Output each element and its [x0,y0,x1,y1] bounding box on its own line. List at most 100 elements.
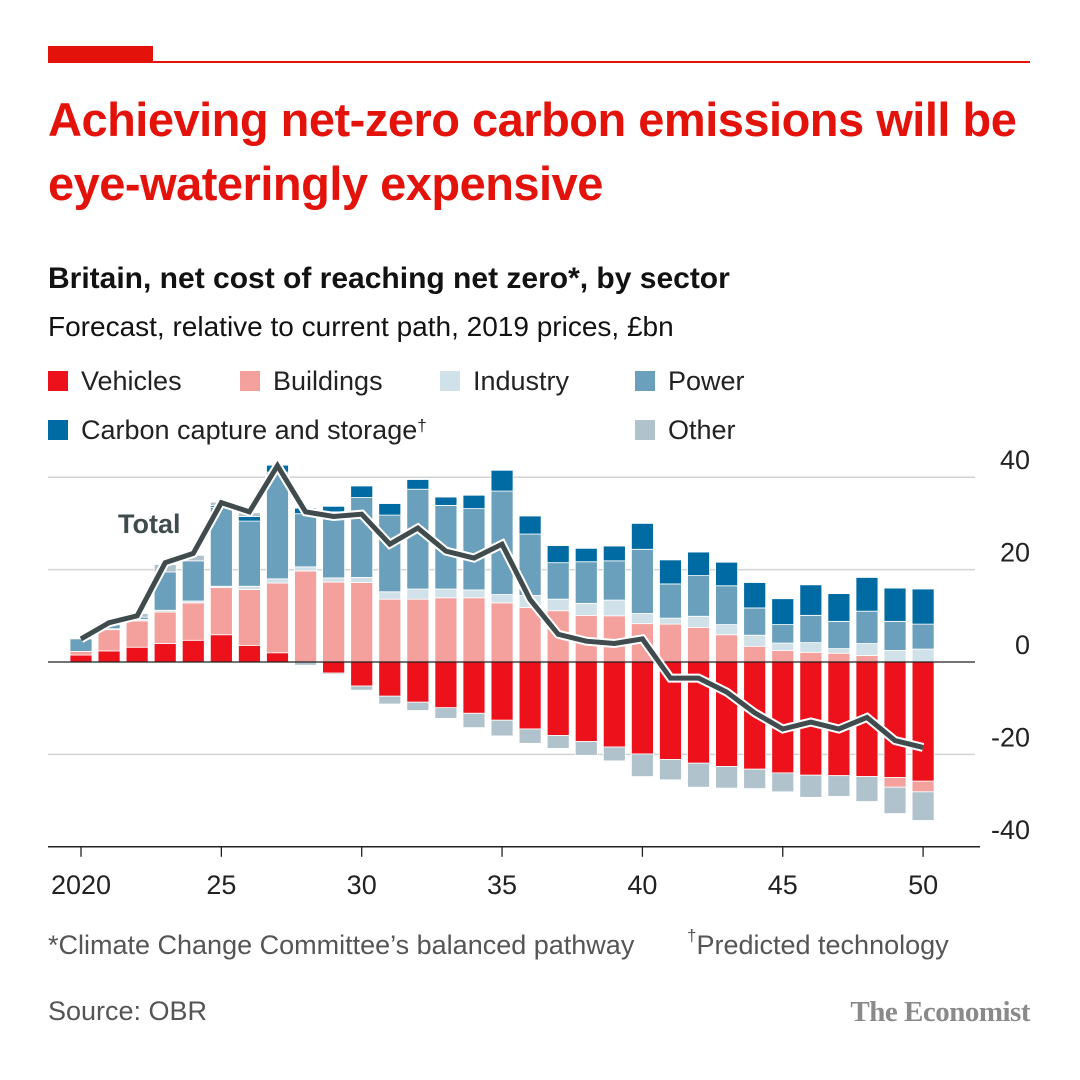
bar-carbon-capture-and-storage [434,496,458,506]
bar-industry [659,617,682,625]
bar-other [378,695,402,705]
legend-vehicles: Vehicles [48,365,182,397]
bar-vehicles [153,643,177,663]
legend-swatch [440,371,460,391]
bar-buildings [799,651,823,663]
footnote-text: Predicted technology [696,930,949,960]
bar-industry [574,602,598,616]
bar-carbon-capture-and-storage [911,588,935,625]
legend-label: Vehicles [81,366,182,396]
bar-power [715,585,739,625]
bar-power [855,610,879,644]
dagger-mark: † [687,926,697,945]
bar-stack-2039 [602,545,626,762]
bar-buildings [911,780,935,793]
bar-vehicles [602,661,626,748]
bar-buildings [771,650,795,663]
legend-label: Power [668,366,745,396]
bar-stack-2032 [406,479,430,711]
bar-industry [743,634,767,647]
legend-swatch [48,420,68,440]
bar-power [602,560,626,601]
bar-stack-2048 [855,577,879,802]
bar-stack-2042 [687,551,710,788]
bar-stack-2035 [490,469,514,737]
bar-carbon-capture-and-storage [574,547,598,563]
bar-other [659,759,682,781]
bar-buildings [97,629,121,652]
bar-power [266,471,289,580]
bar-other [743,768,767,789]
bar-carbon-capture-and-storage [631,523,654,550]
bar-buildings [153,611,177,644]
bar-buildings [378,598,402,663]
bar-other [406,701,430,711]
bar-vehicles [434,661,458,709]
bar-carbon-capture-and-storage [855,577,879,612]
bar-carbon-capture-and-storage [715,561,739,587]
bar-buildings [266,582,289,654]
bar-buildings [687,626,710,663]
bar-buildings [659,623,682,663]
bar-vehicles [490,661,514,721]
legend-label: Other [668,415,736,445]
bar-carbon-capture-and-storage [827,593,851,622]
bar-vehicles [97,650,121,663]
bar-carbon-capture-and-storage [378,503,402,516]
bar-stack-2043 [715,561,739,789]
bar-carbon-capture-and-storage [546,545,570,564]
bar-vehicles [406,661,430,703]
bar-carbon-capture-and-storage [743,582,767,609]
x-tick-label: 30 [347,870,377,900]
bar-vehicles [378,661,402,697]
bar-stack-2023 [153,564,177,663]
bar-power [69,638,93,652]
bar-other [462,712,486,729]
economist-logo: The Economist [850,996,1030,1028]
bar-carbon-capture-and-storage [462,494,486,510]
bar-power [799,614,823,643]
bar-other [322,672,346,675]
bar-buildings [238,589,261,646]
bar-carbon-capture-and-storage [518,515,542,535]
chart-title: Achieving net-zero carbon emissions will… [48,93,1017,210]
bar-industry [378,591,402,600]
bar-other [518,728,542,744]
bar-power [546,562,570,600]
bar-vehicles [771,661,795,774]
bar-stack-2020 [69,638,93,663]
bar-other [602,746,626,762]
bar-vehicles [462,661,486,714]
legend-power: Power [635,365,745,397]
bar-power [771,624,795,644]
bar-stack-2033 [434,496,458,719]
bar-other [883,786,907,814]
bar-vehicles [546,661,570,736]
bar-vehicles [125,646,149,663]
bar-buildings [434,597,458,663]
legend-ccs: Carbon capture and storage † [48,414,427,446]
legend-swatch [635,371,655,391]
bar-carbon-capture-and-storage [490,469,514,492]
bar-carbon-capture-and-storage [406,479,430,490]
bar-stack-2027 [266,464,289,663]
bar-stack-2037 [546,545,570,749]
bar-power [238,520,261,587]
bar-other [771,772,795,793]
bar-power [631,548,654,614]
legend-industry: Industry [440,365,569,397]
x-tick-label: 35 [487,870,517,900]
bar-other [631,753,654,777]
bar-other [546,735,570,749]
bar-industry [827,648,851,654]
bar-vehicles [209,634,233,663]
bar-industry [406,588,430,600]
bar-stack-2036 [518,515,542,744]
bar-other [799,774,823,798]
bar-power [350,497,374,578]
bar-vehicles [518,661,542,730]
bar-power [574,561,598,604]
chart-plot: 40 20 0 -20 -40 2020 25 30 35 40 45 50 Total [48,445,1030,900]
bar-power [911,623,935,650]
bar-vehicles [574,661,598,742]
